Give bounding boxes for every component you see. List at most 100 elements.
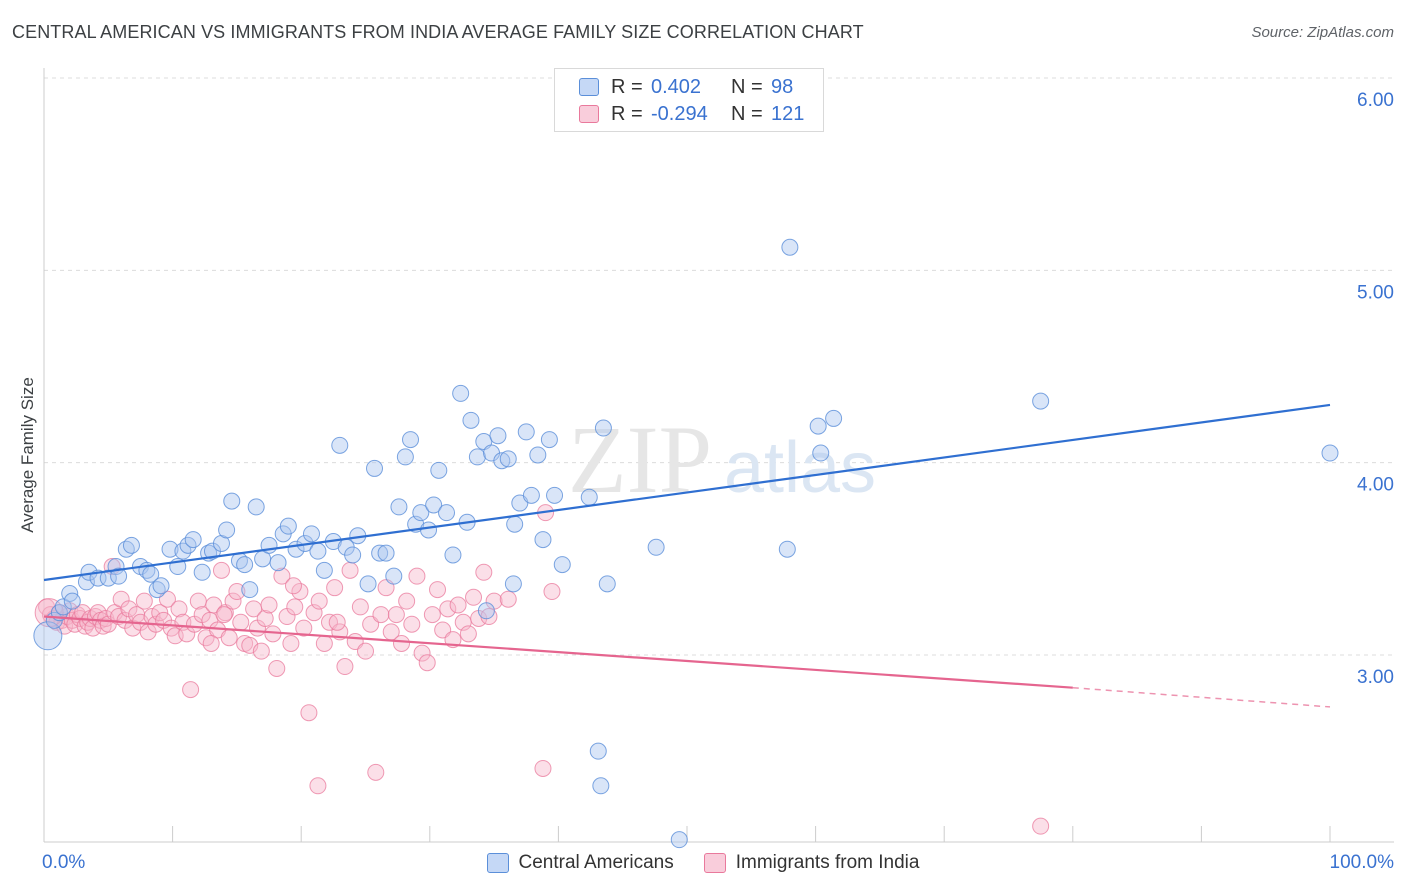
blue-point xyxy=(517,423,535,441)
pink-point xyxy=(439,600,457,618)
series-immigrants-from-india xyxy=(34,504,1050,835)
y-axis-label: Average Family Size xyxy=(18,377,37,533)
blue-point xyxy=(589,742,607,760)
pink-point xyxy=(403,615,421,633)
pink-point xyxy=(268,659,286,677)
pink-point xyxy=(393,634,411,652)
pink-point xyxy=(387,606,405,624)
legend-n-label: N = xyxy=(731,75,763,98)
blue-point xyxy=(580,488,598,506)
legend-n-value: 121 xyxy=(771,102,805,125)
pink-point xyxy=(232,613,250,631)
pink-point xyxy=(459,625,477,643)
x-tick-right: 100.0% xyxy=(1329,852,1394,873)
pink-point xyxy=(135,592,153,610)
blue-point xyxy=(430,461,448,479)
legend-swatch-pink xyxy=(703,853,726,873)
blue-point xyxy=(438,504,456,522)
blue-point xyxy=(812,444,830,462)
pink-point xyxy=(291,583,309,601)
pink-point xyxy=(499,590,517,608)
pink-point xyxy=(543,583,561,601)
pink-point xyxy=(182,681,200,699)
pink-point xyxy=(286,598,304,616)
blue-point xyxy=(499,450,517,468)
blue-point xyxy=(344,546,362,564)
blue-point xyxy=(647,538,665,556)
pink-point xyxy=(309,777,327,795)
legend-r-value: 0.402 xyxy=(651,75,702,98)
pink-point xyxy=(475,563,493,581)
source-label: Source: ZipAtlas.com xyxy=(1251,24,1394,41)
series-central-americans xyxy=(33,238,1339,849)
blue-point xyxy=(247,498,265,516)
blue-point xyxy=(825,409,843,427)
pink-point xyxy=(212,561,230,579)
pink-point xyxy=(423,606,441,624)
legend-n-value: 98 xyxy=(771,75,794,98)
pink-point xyxy=(260,596,278,614)
blue-point xyxy=(402,431,420,449)
blue-point xyxy=(1321,444,1339,462)
pink-point xyxy=(357,642,374,660)
legend-item-immigrants-from-india: Immigrants from India xyxy=(703,852,920,874)
trend-lines xyxy=(43,403,1331,708)
blue-point xyxy=(598,575,616,593)
pink-point xyxy=(336,658,354,676)
watermark: ZIP atlas xyxy=(568,406,876,513)
blue-point xyxy=(241,581,259,599)
blue-point xyxy=(592,777,610,795)
blue-point xyxy=(452,384,470,402)
pink-point xyxy=(295,619,313,637)
blue-point xyxy=(778,540,796,558)
pink-point xyxy=(398,592,416,610)
legend-label-immigrants-from-india: Immigrants from India xyxy=(735,852,920,873)
blue-point xyxy=(468,448,486,466)
blue-point xyxy=(366,459,384,477)
blue-point xyxy=(781,238,799,256)
pink-point xyxy=(215,606,233,624)
pink-point xyxy=(273,567,291,585)
blue-point xyxy=(122,536,140,554)
legend-swatch-blue xyxy=(486,853,509,873)
legend-item-central-americans: Central Americans xyxy=(486,852,674,874)
pink-point xyxy=(282,634,300,652)
trend-line-immigrants-from-india-extrapolated xyxy=(1072,686,1331,708)
watermark-atlas: atlas xyxy=(724,428,876,508)
pink-point xyxy=(300,704,318,722)
blue-point xyxy=(522,486,540,504)
y-tick-label: 3.00 xyxy=(1357,667,1394,688)
blue-point xyxy=(385,567,403,585)
blue-point xyxy=(529,446,547,464)
blue-point xyxy=(489,427,507,445)
trend-line-immigrants-from-india xyxy=(43,615,1073,689)
blue-point xyxy=(331,436,349,454)
pink-point xyxy=(372,606,390,624)
blue-point xyxy=(540,431,558,449)
pink-point xyxy=(284,577,302,595)
blue-point xyxy=(553,556,571,574)
blue-point xyxy=(425,496,443,514)
pink-point xyxy=(220,629,238,647)
legend-swatch-blue xyxy=(579,78,599,96)
series-legend: Central Americans Immigrants from India xyxy=(0,852,1406,874)
pink-point xyxy=(224,592,242,610)
legend-r-label: R = xyxy=(611,75,643,98)
pink-point xyxy=(534,759,552,777)
blue-point xyxy=(420,521,438,539)
blue-point xyxy=(493,452,511,470)
blue-point xyxy=(359,575,377,593)
blue-point xyxy=(302,525,320,543)
blue-point xyxy=(412,504,430,522)
blue-point xyxy=(534,531,552,549)
blue-point xyxy=(309,542,327,560)
legend-label-central-americans: Central Americans xyxy=(518,852,674,873)
pink-point xyxy=(341,561,359,579)
pink-point xyxy=(315,634,333,652)
blue-point xyxy=(546,486,564,504)
blue-point xyxy=(594,419,612,437)
blue-point xyxy=(63,592,81,610)
pink-point xyxy=(449,596,467,614)
x-tick-left: 0.0% xyxy=(42,852,86,873)
blue-point xyxy=(371,544,389,562)
